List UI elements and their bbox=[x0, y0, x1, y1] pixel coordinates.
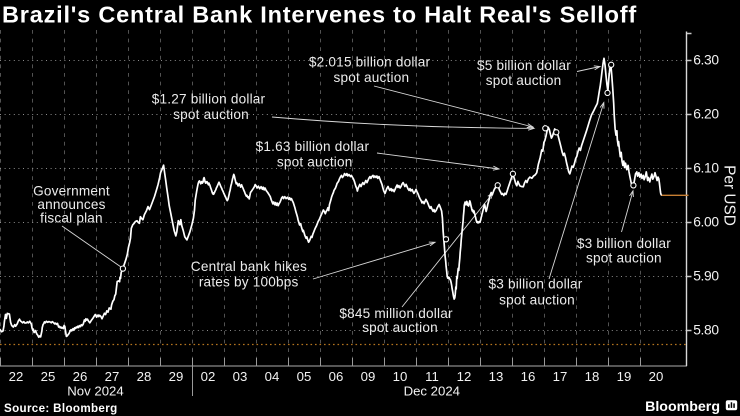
svg-text:29: 29 bbox=[169, 369, 184, 384]
svg-text:spot auction: spot auction bbox=[586, 251, 662, 266]
svg-text:16: 16 bbox=[521, 369, 536, 384]
svg-text:25: 25 bbox=[41, 369, 56, 384]
svg-text:Dec 2024: Dec 2024 bbox=[404, 384, 460, 399]
svg-text:13: 13 bbox=[489, 369, 504, 384]
svg-text:6.20: 6.20 bbox=[693, 107, 719, 122]
svg-text:fiscal plan: fiscal plan bbox=[40, 210, 103, 225]
svg-text:$2.015 billion dollar: $2.015 billion dollar bbox=[309, 55, 431, 70]
svg-text:$1.63 billion dollar: $1.63 billion dollar bbox=[256, 139, 370, 154]
svg-text:09: 09 bbox=[361, 369, 376, 384]
svg-text:Brazil's Central Bank Interven: Brazil's Central Bank Intervenes to Halt… bbox=[2, 2, 637, 28]
svg-text:Bloomberg: Bloomberg bbox=[645, 399, 720, 415]
svg-text:announces: announces bbox=[37, 197, 105, 212]
svg-text:6.00: 6.00 bbox=[693, 215, 719, 230]
svg-text:spot auction: spot auction bbox=[334, 70, 410, 85]
svg-text:Per USD: Per USD bbox=[721, 165, 738, 226]
svg-text:spot auction: spot auction bbox=[486, 73, 562, 88]
svg-text:12: 12 bbox=[457, 369, 472, 384]
svg-text:27: 27 bbox=[105, 369, 120, 384]
svg-text:$3 billion dollar: $3 billion dollar bbox=[488, 277, 582, 292]
svg-text:$3 billion dollar: $3 billion dollar bbox=[577, 236, 671, 251]
svg-text:28: 28 bbox=[137, 369, 152, 384]
svg-text:04: 04 bbox=[265, 369, 280, 384]
svg-text:Central bank hikes: Central bank hikes bbox=[191, 259, 307, 274]
svg-text:$5 billion dollar: $5 billion dollar bbox=[477, 58, 571, 73]
svg-text:26: 26 bbox=[73, 369, 88, 384]
svg-text:$845 million dollar: $845 million dollar bbox=[339, 306, 453, 321]
svg-text:Government: Government bbox=[33, 184, 110, 199]
svg-text:11: 11 bbox=[425, 369, 439, 384]
svg-text:Nov 2024: Nov 2024 bbox=[67, 384, 123, 399]
svg-text:spot auction: spot auction bbox=[277, 154, 353, 169]
svg-text:spot auction: spot auction bbox=[499, 293, 575, 308]
svg-text:$1.27 billion dollar: $1.27 billion dollar bbox=[152, 92, 266, 107]
svg-text:rates by 100bps: rates by 100bps bbox=[199, 274, 299, 289]
svg-text:03: 03 bbox=[233, 369, 248, 384]
svg-text:05: 05 bbox=[297, 369, 312, 384]
svg-text:18: 18 bbox=[585, 369, 600, 384]
svg-text:10: 10 bbox=[393, 369, 408, 384]
svg-text:6.30: 6.30 bbox=[693, 53, 719, 68]
svg-text:5.80: 5.80 bbox=[693, 323, 719, 338]
svg-text:02: 02 bbox=[201, 369, 216, 384]
svg-text:Source: Bloomberg: Source: Bloomberg bbox=[4, 402, 118, 415]
svg-text:5.90: 5.90 bbox=[693, 269, 719, 284]
svg-text:22: 22 bbox=[9, 369, 24, 384]
svg-text:spot auction: spot auction bbox=[173, 107, 249, 122]
svg-text:17: 17 bbox=[553, 369, 568, 384]
svg-text:6.10: 6.10 bbox=[693, 161, 719, 176]
svg-text:spot auction: spot auction bbox=[362, 320, 438, 335]
svg-text:06: 06 bbox=[329, 369, 344, 384]
svg-text:20: 20 bbox=[649, 369, 664, 384]
svg-text:19: 19 bbox=[617, 369, 632, 384]
